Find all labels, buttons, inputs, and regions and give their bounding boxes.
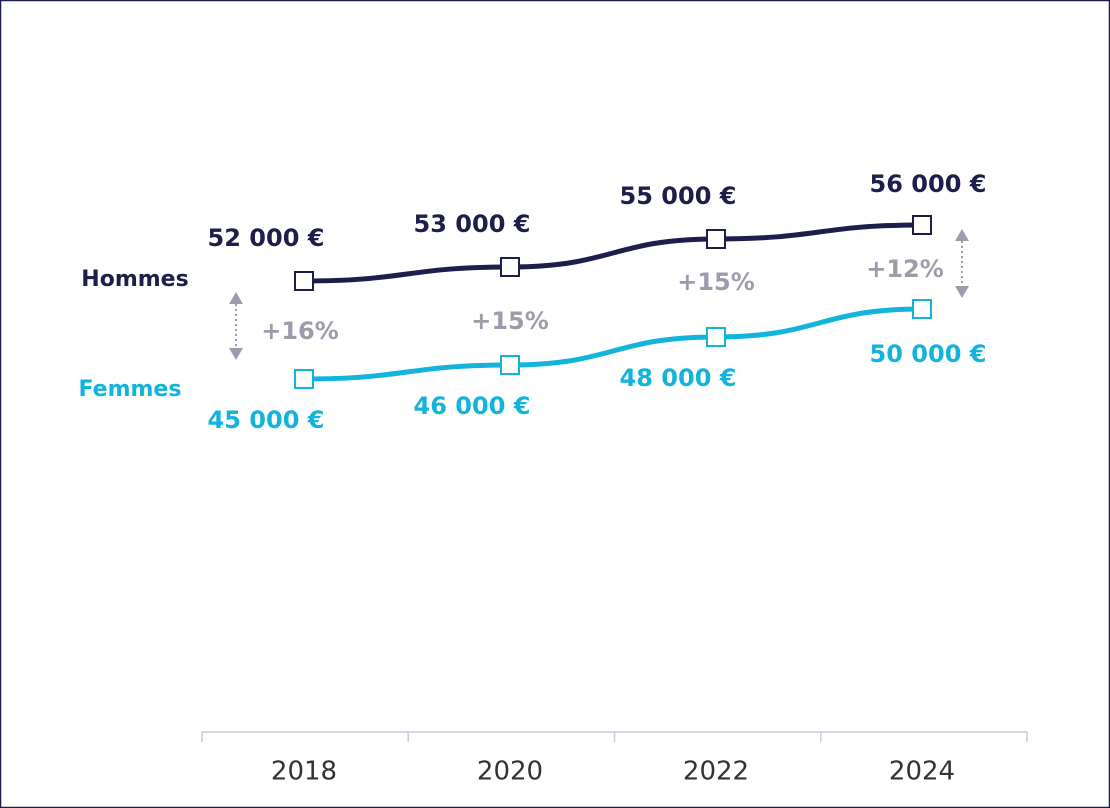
point-marker <box>706 229 726 249</box>
data-label: 53 000 € <box>414 210 531 238</box>
point-marker <box>500 355 520 375</box>
x-tick-label: 2018 <box>271 757 337 787</box>
point-marker <box>294 369 314 389</box>
gap-arrow-head <box>229 292 243 304</box>
data-label: 50 000 € <box>870 340 987 368</box>
gap-label: +16% <box>261 317 339 345</box>
data-label: 55 000 € <box>620 182 737 210</box>
data-label: 48 000 € <box>620 364 737 392</box>
x-tick-label: 2022 <box>683 757 749 787</box>
gap-label: +15% <box>677 268 755 296</box>
data-label: 45 000 € <box>208 406 325 434</box>
gap-label: +12% <box>866 255 944 283</box>
data-label: 46 000 € <box>414 392 531 420</box>
x-tick-label: 2024 <box>889 757 955 787</box>
data-label: 52 000 € <box>208 224 325 252</box>
point-marker <box>912 215 932 235</box>
point-marker <box>500 257 520 277</box>
series-line <box>303 222 923 284</box>
gap-arrow-head <box>229 348 243 360</box>
gap-arrow-head <box>955 286 969 298</box>
data-label: 56 000 € <box>870 170 987 198</box>
gap-label: +15% <box>471 307 549 335</box>
gap-arrow-head <box>955 229 969 241</box>
legend-label: Femmes <box>79 377 182 402</box>
series-line <box>303 306 923 382</box>
point-marker <box>294 271 314 291</box>
x-tick-label: 2020 <box>477 757 543 787</box>
legend-label: Hommes <box>81 267 188 292</box>
point-marker <box>706 327 726 347</box>
point-marker <box>912 299 932 319</box>
